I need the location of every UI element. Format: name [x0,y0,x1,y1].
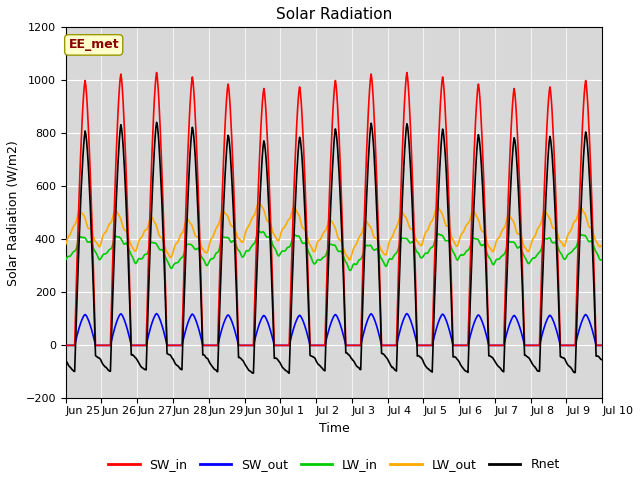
SW_out [127,339,134,345]
SW_in [415,343,422,348]
SW_in [72,314,79,320]
SW_in [399,128,407,133]
SW_out [399,317,407,323]
SW_out [415,343,422,348]
SW_out [72,339,79,345]
SW_in [153,70,161,75]
Title: Solar Radiation: Solar Radiation [276,7,392,22]
Rnet [127,327,134,333]
LW_out [416,241,424,247]
LW_in [72,248,79,253]
Line: LW_in: LW_in [66,231,602,270]
LW_in [62,257,70,263]
LW_in [346,267,354,273]
LW_out [72,221,79,227]
SW_out [182,327,189,333]
Line: SW_out: SW_out [66,313,602,346]
Rnet [210,366,218,372]
SW_out [598,343,605,348]
LW_in [400,236,408,241]
SW_in [182,213,189,218]
LW_in [181,247,189,253]
LW_out [598,243,605,249]
SW_out [210,343,218,348]
SW_in [210,343,218,348]
Rnet [598,357,605,362]
SW_in [127,314,134,320]
SW_in [598,343,605,348]
Rnet [182,253,189,259]
Line: Rnet: Rnet [66,122,602,373]
Legend: SW_in, SW_out, LW_in, LW_out, Rnet: SW_in, SW_out, LW_in, LW_out, Rnet [103,453,564,476]
LW_in [416,252,424,258]
LW_out [62,241,70,247]
LW_out [346,257,353,263]
LW_in [255,228,263,234]
SW_out [62,343,70,348]
LW_out [127,241,134,247]
Line: SW_in: SW_in [66,72,602,346]
LW_in [209,255,217,261]
LW_out [181,221,189,227]
Rnet [62,358,70,364]
X-axis label: Time: Time [319,421,349,434]
LW_out [400,212,408,218]
LW_in [598,257,605,263]
SW_in [62,343,70,348]
LW_out [255,199,262,205]
Rnet [153,120,161,125]
Y-axis label: Solar Radiation (W/m2): Solar Radiation (W/m2) [7,140,20,286]
Line: LW_out: LW_out [66,202,602,260]
Rnet [400,162,408,168]
LW_out [209,233,217,239]
SW_out [153,311,161,316]
Rnet [249,371,257,376]
Rnet [72,345,79,350]
LW_in [127,251,134,256]
Rnet [416,353,424,359]
Text: EE_met: EE_met [68,38,119,51]
